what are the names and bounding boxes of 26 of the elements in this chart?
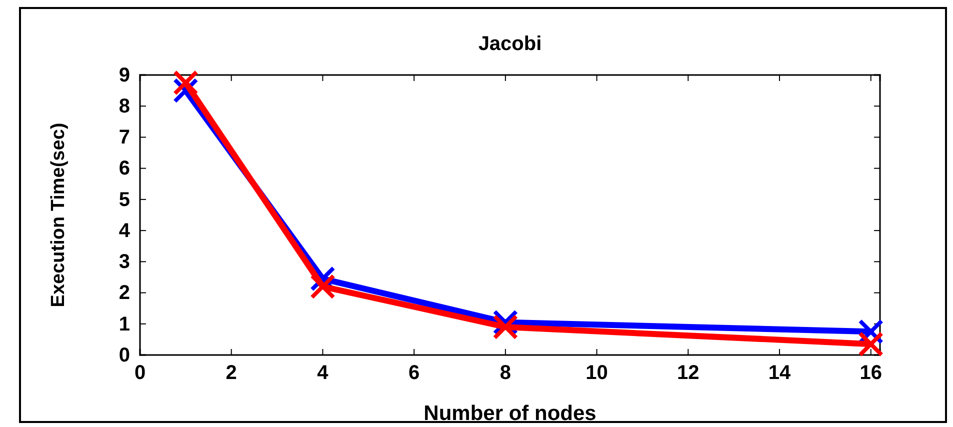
point bbox=[858, 331, 884, 357]
x-tick-label: 12 bbox=[677, 362, 700, 384]
x-tick-label: 4 bbox=[317, 362, 330, 384]
y-tick-label: 8 bbox=[118, 96, 130, 118]
y-tick-label: 0 bbox=[118, 344, 130, 366]
x-tick-label: 14 bbox=[768, 362, 792, 384]
y-tick-label: 7 bbox=[118, 126, 130, 149]
x-axis-title: Number of nodes bbox=[424, 402, 596, 425]
x-tick-label: 10 bbox=[586, 362, 608, 384]
y-tick-label: 4 bbox=[118, 220, 131, 242]
x-tick-label: 16 bbox=[860, 362, 882, 384]
chart-title: Jacobi bbox=[478, 33, 542, 55]
x-tick-label: 0 bbox=[134, 362, 146, 384]
x-tick-label: 6 bbox=[408, 362, 420, 384]
y-tick-label: 2 bbox=[118, 282, 130, 304]
x-tick-label: 2 bbox=[226, 362, 237, 384]
point bbox=[310, 274, 336, 300]
y-tick-label: 3 bbox=[118, 251, 130, 274]
y-tick-label: 9 bbox=[118, 64, 130, 86]
y-tick-label: 6 bbox=[118, 158, 130, 180]
y-axis-title: Execution Time(sec) bbox=[48, 122, 69, 308]
x-tick-label: 8 bbox=[500, 362, 511, 384]
point bbox=[492, 314, 518, 340]
y-tick-label: 5 bbox=[118, 188, 130, 211]
point bbox=[172, 70, 198, 96]
y-tick-label: 1 bbox=[118, 313, 130, 336]
